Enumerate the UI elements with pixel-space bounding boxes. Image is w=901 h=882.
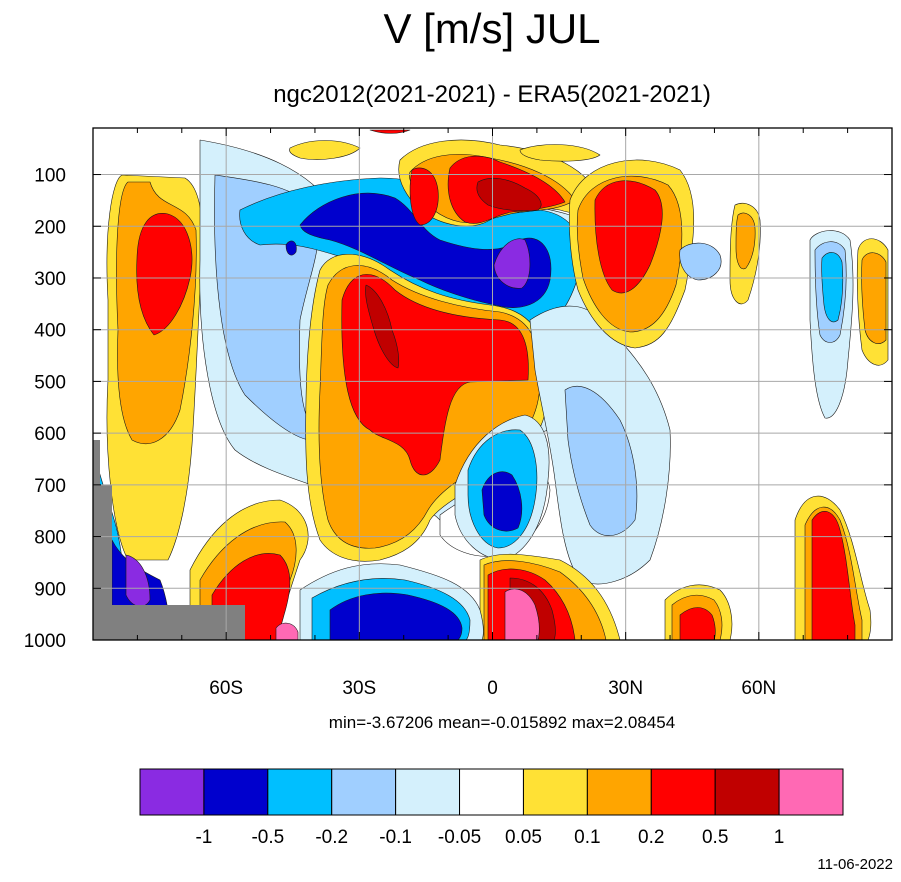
y-tick-label: 200 xyxy=(34,217,66,238)
colorbar-swatch xyxy=(714,768,780,816)
top-yellow xyxy=(289,140,361,160)
nh-polar-cyan xyxy=(821,252,844,323)
sh-low-blue xyxy=(329,592,463,640)
colorbar-swatch xyxy=(586,768,652,816)
y-tick-label: 700 xyxy=(34,476,66,497)
nh-polar-red xyxy=(811,511,856,640)
colorbar-swatch xyxy=(778,768,844,816)
colorbar-label: -0.1 xyxy=(379,827,412,848)
y-tick-label: 400 xyxy=(34,321,66,342)
colorbar-swatch xyxy=(139,768,205,816)
colorbar-swatch xyxy=(203,768,269,816)
y-tick-label: 1000 xyxy=(24,631,66,652)
y-tick-label: 900 xyxy=(34,579,66,600)
nh-mid-lightblue xyxy=(564,385,638,536)
colorbar-label: 0.1 xyxy=(574,827,600,848)
colorbar-label: -0.05 xyxy=(438,827,481,848)
colorbar-label: 0.2 xyxy=(638,827,664,848)
x-tick-label: 30S xyxy=(342,678,376,699)
x-axis: 60S 30S 0 30N 60N xyxy=(136,128,849,699)
y-tick-label: 500 xyxy=(34,372,66,393)
top-yellow-2 xyxy=(519,144,601,162)
x-tick-label: 30N xyxy=(608,678,643,699)
stats-text: min=-3.67206 mean=-0.015892 max=2.08454 xyxy=(329,713,675,732)
colorbar: -1 -0.5 -0.2 -0.1 -0.05 0.05 0.1 0.2 0.5 1 xyxy=(139,768,844,848)
colorbar-swatch xyxy=(331,768,397,816)
y-axis: 100 200 300 400 500 600 700 800 900 1000 xyxy=(24,166,892,652)
nh-polar-orange-2 xyxy=(861,252,887,344)
colorbar-label: -1 xyxy=(195,827,212,848)
date-stamp: 11-06-2022 xyxy=(817,856,893,873)
equatorial-purple-core xyxy=(493,238,531,289)
y-tick-label: 600 xyxy=(34,424,66,445)
nh-low-red xyxy=(679,607,716,640)
nh-mid-lightblue-2 xyxy=(679,242,722,281)
x-tick-label: 0 xyxy=(487,678,498,699)
y-tick-label: 300 xyxy=(34,269,66,290)
nh-sub-red xyxy=(594,180,663,294)
sh-upper-red-spot xyxy=(409,167,439,226)
y-tick-label: 800 xyxy=(34,528,66,549)
colorbar-label: 0.5 xyxy=(702,827,728,848)
colorbar-swatch xyxy=(459,768,524,816)
sh-low-pink xyxy=(275,622,299,640)
contour-field xyxy=(93,129,889,640)
colorbar-label: 1 xyxy=(774,827,785,848)
equatorial-mid-blue xyxy=(481,471,523,532)
colorbar-swatch xyxy=(395,768,461,816)
sh-lowlevel-purple xyxy=(125,554,151,607)
colorbar-swatch xyxy=(650,768,716,816)
colorbar-swatch xyxy=(267,768,333,816)
upper-darkblue-band xyxy=(299,192,552,308)
colorbar-label: 0.05 xyxy=(505,827,542,848)
sh-small-blue xyxy=(285,240,297,256)
chart-title: V [m/s] JUL xyxy=(383,5,600,52)
colorbar-label: -0.5 xyxy=(251,827,284,848)
y-tick-label: 100 xyxy=(34,166,66,187)
colorbar-label: -0.2 xyxy=(315,827,348,848)
terrain-mask-2 xyxy=(93,440,100,485)
chart-subtitle: ngc2012(2021-2021) - ERA5(2021-2021) xyxy=(273,81,711,108)
nh-lowlevel-pink xyxy=(504,588,540,640)
sh-core-darkred xyxy=(365,284,400,369)
colorbar-swatch xyxy=(522,768,588,816)
x-tick-label: 60N xyxy=(741,678,776,699)
nh-mid-orange xyxy=(735,212,756,270)
terrain-mask-1 xyxy=(93,485,245,640)
top-edge-red xyxy=(369,129,411,134)
x-tick-label: 60S xyxy=(209,678,243,699)
